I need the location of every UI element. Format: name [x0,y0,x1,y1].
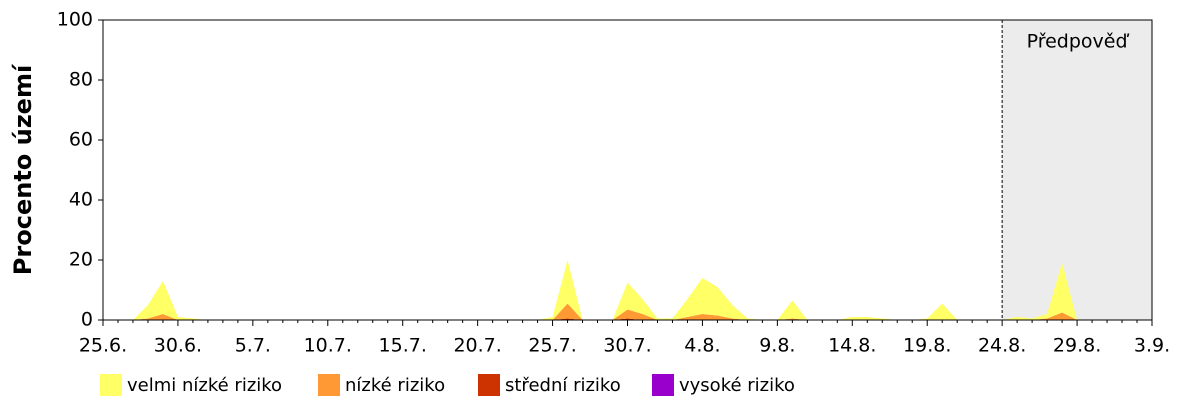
x-tick-label: 25.6. [79,335,127,357]
legend-label: nízké riziko [345,375,445,396]
x-tick-label: 29.8. [1053,335,1101,357]
x-tick-label: 24.8. [978,335,1026,357]
legend-label: velmi nízké riziko [127,375,282,396]
x-tick-label: 30.6. [154,335,202,357]
x-tick-label: 5.7. [235,335,271,357]
x-tick-label: 9.8. [759,335,795,357]
legend-swatch [100,374,122,396]
x-tick-label: 3.9. [1134,335,1170,357]
x-tick-label: 25.7. [528,335,576,357]
x-tick-label: 20.7. [453,335,501,357]
forecast-label: Předpověď [1027,31,1130,53]
x-tick-label: 30.7. [603,335,651,357]
forecast-region [1002,20,1152,320]
y-tick-label: 100 [57,9,93,31]
area [103,318,1152,320]
legend-swatch [318,374,340,396]
y-tick-label: 80 [69,69,93,91]
plot-frame [102,19,1153,321]
y-tick-label: 0 [81,309,93,331]
x-tick-label: 4.8. [684,335,720,357]
y-tick-label: 40 [69,189,93,211]
x-tick-label: 19.8. [903,335,951,357]
legend-label: střední riziko [505,375,621,396]
y-axis-label: Procento území [9,63,37,275]
legend-swatch [652,374,674,396]
x-tick-label: 15.7. [379,335,427,357]
y-tick-label: 60 [69,129,93,151]
x-tick-label: 10.7. [304,335,352,357]
legend-swatch [478,374,500,396]
area [103,260,1152,320]
x-tick-label: 14.8. [828,335,876,357]
legend-label: vysoké riziko [679,375,795,396]
y-tick-label: 20 [69,249,93,271]
area [103,303,1152,320]
